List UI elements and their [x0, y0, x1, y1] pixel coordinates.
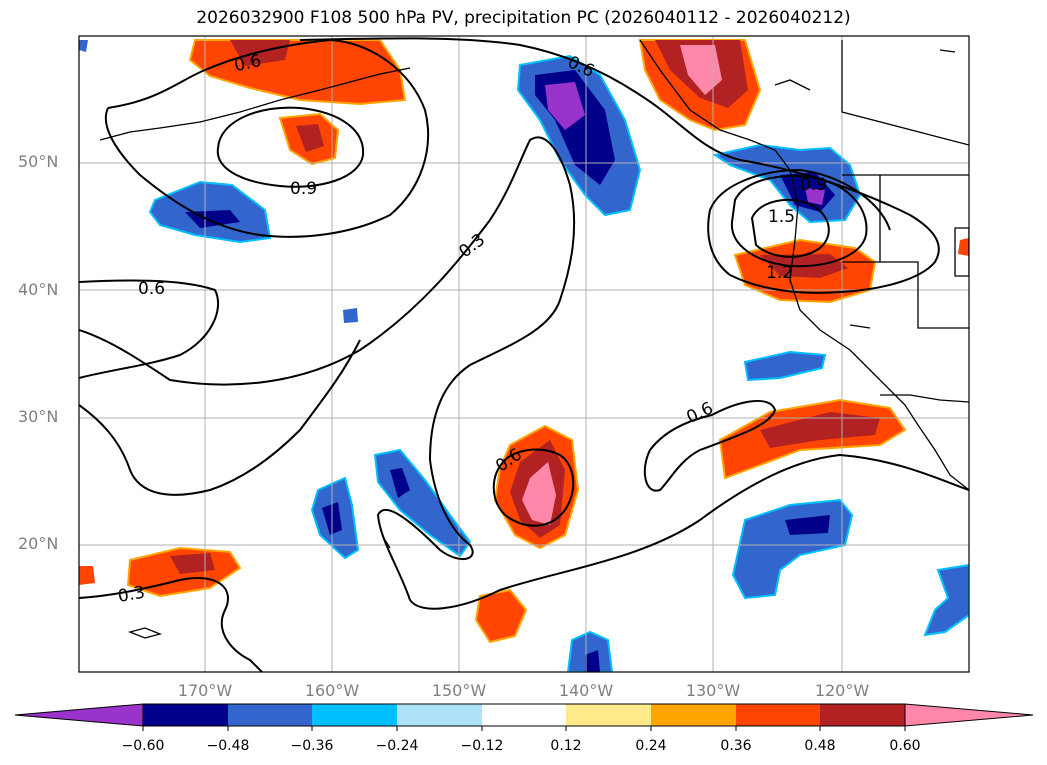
lon-label: 150°W	[431, 681, 487, 700]
map-title: 2026032900 F108 500 hPa PV, precipitatio…	[196, 8, 851, 28]
colorbar-tick-label: −0.24	[375, 738, 419, 754]
contour-label: 0.6	[138, 279, 165, 299]
lon-label: 170°W	[177, 681, 233, 700]
map-frame	[78, 35, 970, 673]
contour-label: 0.9	[290, 179, 317, 199]
colorbar-tick-label: −0.36	[290, 738, 334, 754]
lon-label: 160°W	[304, 681, 360, 700]
colorbar-tick-label: −0.48	[206, 738, 250, 754]
contour-label: 1.5	[768, 207, 795, 227]
lon-label: 130°W	[685, 681, 741, 700]
contour-label: 0.9	[800, 175, 827, 195]
contour-label: 1.2	[766, 263, 793, 283]
lon-label: 140°W	[558, 681, 614, 700]
colorbar-tick-label: 0.12	[550, 738, 582, 754]
lat-label: 50°N	[18, 152, 59, 171]
lat-label: 40°N	[18, 280, 59, 299]
precip-positive-shading	[79, 39, 969, 644]
lat-label: 20°N	[18, 534, 59, 553]
colorbar-tick-label: 0.60	[889, 738, 921, 754]
colorbar-tick-label: −0.12	[460, 738, 504, 754]
precip-negative-shading	[79, 40, 969, 672]
coastlines	[99, 39, 969, 639]
contour-label: 0.3	[116, 583, 146, 607]
colorbar-tick-label: 0.24	[635, 738, 667, 754]
colorbar	[14, 703, 1034, 731]
colorbar-tick-label: 0.36	[720, 738, 752, 754]
colorbar-tick-label: 0.48	[804, 738, 836, 754]
pv-contours	[79, 37, 969, 672]
lon-label: 120°W	[814, 681, 870, 700]
contour-label: 0.6	[684, 398, 717, 428]
graticule	[79, 36, 969, 672]
colorbar-tick-label: −0.60	[121, 738, 165, 754]
lat-label: 30°N	[18, 407, 59, 426]
